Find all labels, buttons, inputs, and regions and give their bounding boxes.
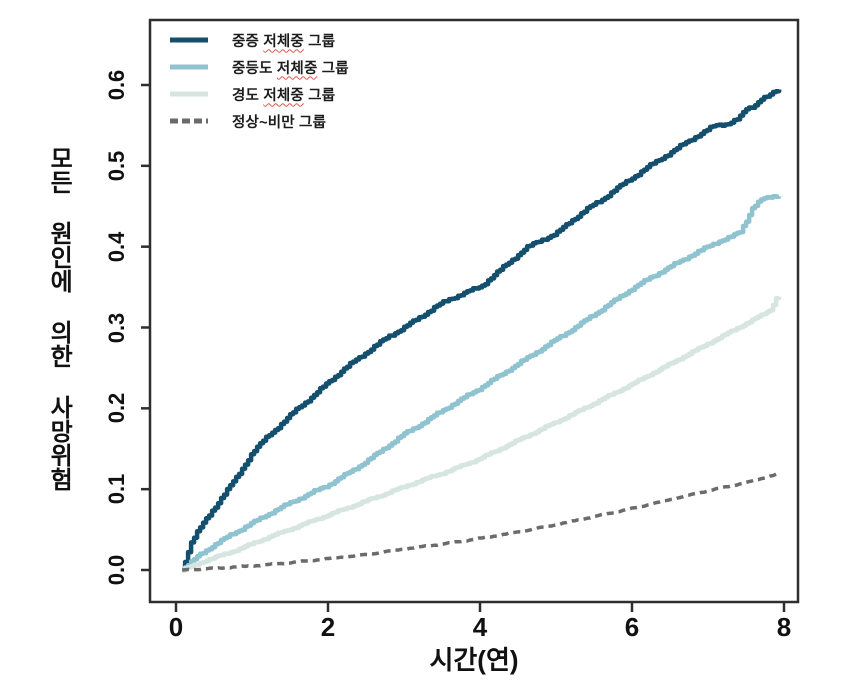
y-tick-label: 0.4 — [104, 231, 129, 262]
spellcheck-squiggle-text: 저체중 — [263, 87, 304, 104]
x-axis-title: 시간(연) — [429, 645, 519, 675]
y-tick-label: 0.6 — [104, 69, 129, 101]
y-tick-label: 0.3 — [104, 312, 129, 343]
legend-item-severe-underweight: 중증 저체중 그룹 — [170, 30, 349, 50]
x-tick-label: 6 — [624, 612, 640, 642]
x-tick-label: 8 — [776, 612, 792, 642]
legend-line-swatch — [170, 118, 208, 124]
series-line-severe-underweight — [182, 88, 782, 573]
x-tick-label: 4 — [472, 612, 488, 642]
axis-ticks — [141, 83, 786, 612]
y-tick-label: 0.0 — [104, 554, 129, 586]
y-tick-label: 0.1 — [104, 473, 129, 505]
y-tick-label: 0.2 — [104, 393, 129, 424]
legend-item-normal-to-obese: 정상~비만 그룹 — [170, 111, 349, 131]
series-line-moderate-underweight — [182, 194, 782, 573]
legend-label: 중등도 저체중 그룹 — [232, 60, 349, 77]
legend-item-mild-underweight: 경도 저체중 그룹 — [170, 84, 349, 104]
plot-border — [148, 18, 800, 604]
legend-label: 정상~비만 그룹 — [232, 114, 327, 131]
legend-line-swatch — [170, 64, 208, 70]
plot-frame — [148, 18, 800, 604]
series-line-normal-to-obese — [181, 471, 780, 572]
series-line-mild-underweight — [182, 295, 782, 573]
legend-label: 중증 저체중 그룹 — [232, 33, 336, 50]
series-curves — [181, 88, 782, 573]
spellcheck-squiggle-text: 저체중 — [276, 60, 318, 77]
legend-label: 경도 저체중 그룹 — [232, 87, 336, 104]
y-axis-title: 모든 원인에 의한 사망위험 — [45, 146, 73, 491]
legend-line-swatch — [170, 37, 208, 43]
x-tick-label: 0 — [168, 612, 184, 642]
legend-line-swatch — [170, 91, 208, 97]
spellcheck-squiggle-text: 저체중 — [263, 33, 304, 50]
legend-item-moderate-underweight: 중등도 저체중 그룹 — [170, 57, 349, 77]
x-tick-label: 2 — [320, 612, 336, 642]
y-tick-label: 0.5 — [104, 150, 129, 182]
